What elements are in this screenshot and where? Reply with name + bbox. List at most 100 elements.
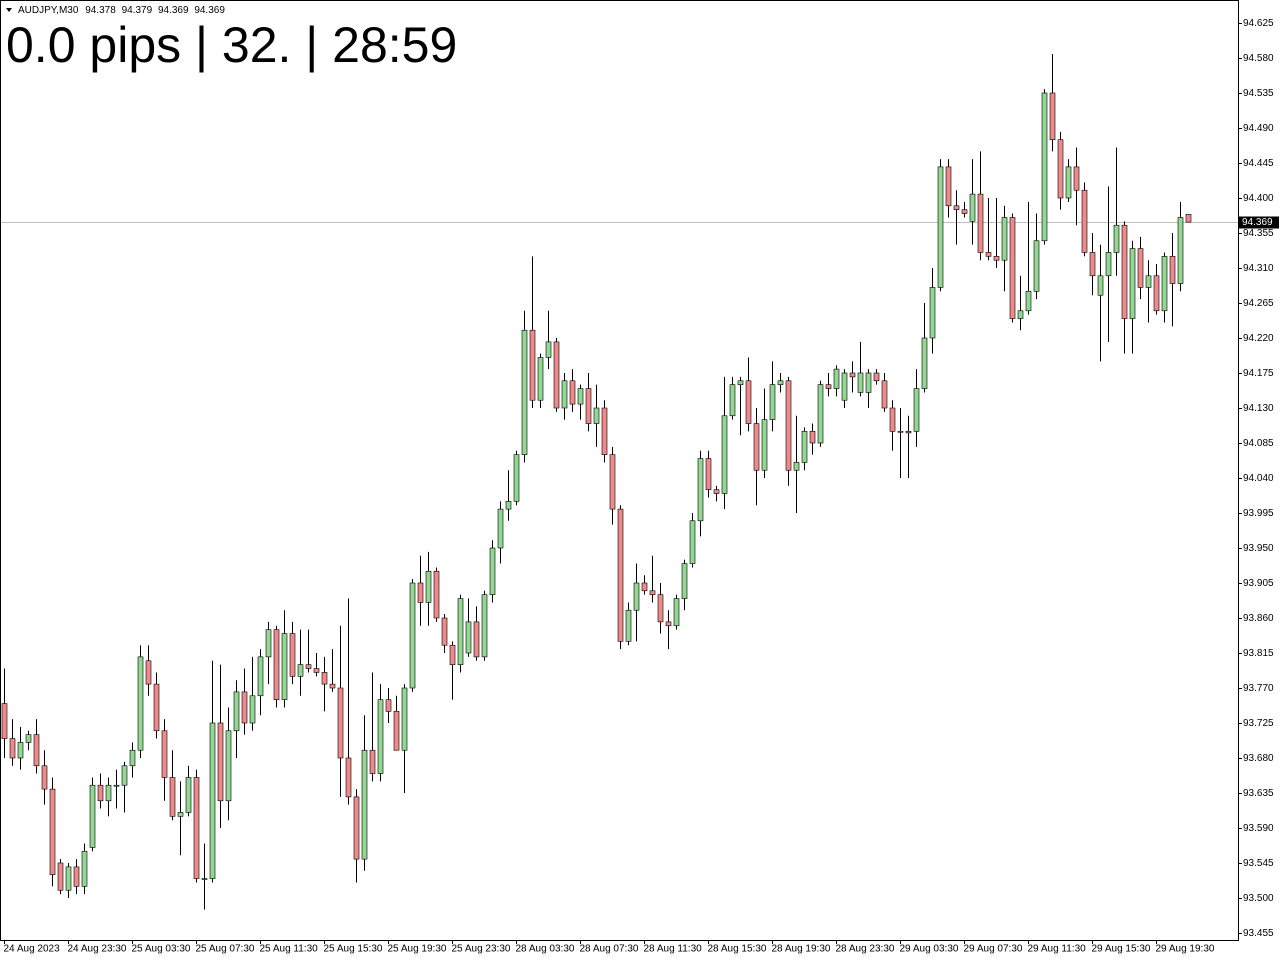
candle-body <box>529 329 536 401</box>
candle-body <box>801 431 808 463</box>
candle-body <box>857 372 864 393</box>
candle-body <box>1 703 8 739</box>
bid-label-box <box>1239 216 1279 229</box>
candle-body <box>553 341 560 409</box>
candle-body <box>649 590 656 595</box>
candle-body <box>1049 92 1056 140</box>
candle-body <box>705 458 712 490</box>
candle-body <box>833 368 840 389</box>
candle-body <box>105 784 112 802</box>
candle-body <box>217 722 224 802</box>
candle-body <box>817 384 824 444</box>
candle-body <box>809 431 816 444</box>
y-tick-label: 93.635 <box>1243 788 1274 799</box>
candle-body <box>513 454 520 502</box>
candle-body <box>1009 217 1016 319</box>
y-tick-label: 93.860 <box>1243 613 1274 624</box>
x-tick-label: 25 Aug 11:30 <box>260 944 319 955</box>
candle-body <box>353 796 360 860</box>
y-tick-label: 94.040 <box>1243 473 1274 484</box>
y-tick-label: 94.445 <box>1243 158 1274 169</box>
y-tick-label: 93.455 <box>1243 928 1274 939</box>
candle-body <box>425 571 432 603</box>
candle-body <box>1057 139 1064 199</box>
candle-body <box>761 419 768 471</box>
candle-body <box>97 784 104 802</box>
candle-body <box>1169 256 1176 284</box>
candle-body <box>17 742 24 759</box>
candle-body <box>985 252 992 257</box>
y-tick-label: 93.545 <box>1243 858 1274 869</box>
candle-body <box>337 687 344 759</box>
candle-body <box>793 462 800 471</box>
candle-body <box>1129 248 1136 319</box>
menu-arrow[interactable] <box>6 8 12 12</box>
candle-body <box>913 388 920 432</box>
candle-body <box>969 193 976 222</box>
y-tick-label: 94.625 <box>1243 18 1274 29</box>
candle-body <box>73 866 80 887</box>
y-tick-label: 93.950 <box>1243 543 1274 554</box>
candle-body <box>297 664 304 677</box>
x-tick-label: 24 Aug 2023 <box>4 944 61 955</box>
candle-body <box>49 788 56 875</box>
candle-body <box>1081 189 1088 253</box>
candle-body <box>585 388 592 424</box>
candle-body <box>497 508 504 549</box>
candle-body <box>641 582 648 592</box>
candle-body <box>929 287 936 339</box>
candle-body <box>121 765 128 786</box>
x-tick-label: 28 Aug 11:30 <box>644 944 703 955</box>
candle-body <box>281 633 288 700</box>
candle-body <box>305 664 312 669</box>
candle-body <box>273 629 280 700</box>
candle-body <box>289 633 296 677</box>
x-tick-label: 25 Aug 03:30 <box>132 944 191 955</box>
candle-body <box>169 777 176 817</box>
candle-body <box>145 660 152 685</box>
candle-body <box>625 609 632 642</box>
y-tick-label: 93.680 <box>1243 753 1274 764</box>
candle-body <box>137 656 144 751</box>
ohlc-high: 94.379 <box>122 5 153 16</box>
candle-body <box>713 489 720 494</box>
candle-body <box>1025 291 1032 312</box>
overlay-text: 0.0 pips | 32. | 28:59 <box>6 17 457 73</box>
candle-body <box>593 407 600 424</box>
x-tick-label: 25 Aug 23:30 <box>452 944 511 955</box>
candle-body <box>545 341 552 358</box>
candle-body <box>721 415 728 494</box>
candle-body <box>697 458 704 522</box>
candle-body <box>601 407 608 455</box>
x-tick-label: 24 Aug 23:30 <box>68 944 127 955</box>
y-tick-label: 94.535 <box>1243 88 1274 99</box>
candle-body <box>417 582 424 603</box>
candle-body <box>1105 252 1112 277</box>
candle-body <box>633 582 640 611</box>
candle-body <box>449 644 456 665</box>
candle-body <box>1041 92 1048 242</box>
candle-body <box>1097 275 1104 296</box>
candle-body <box>153 683 160 732</box>
x-tick-label: 25 Aug 07:30 <box>196 944 255 955</box>
x-tick-label: 29 Aug 15:30 <box>1092 944 1151 955</box>
candle-body <box>1137 248 1144 288</box>
candle-body <box>569 380 576 405</box>
y-tick-label: 94.490 <box>1243 123 1274 134</box>
candle-body <box>393 711 400 751</box>
candle-body <box>521 329 528 455</box>
x-tick-label: 25 Aug 15:30 <box>324 944 383 955</box>
candle-body <box>129 749 136 767</box>
candle-body <box>673 598 680 627</box>
candle-body <box>1089 252 1096 277</box>
candle-body <box>993 256 1000 261</box>
candle-body <box>609 454 616 510</box>
candle-body <box>881 380 888 409</box>
candle-body <box>9 738 16 759</box>
candle-body <box>1065 166 1072 199</box>
candle-body <box>1153 275 1160 312</box>
y-tick-label: 94.130 <box>1243 403 1274 414</box>
candle-body <box>689 520 696 564</box>
